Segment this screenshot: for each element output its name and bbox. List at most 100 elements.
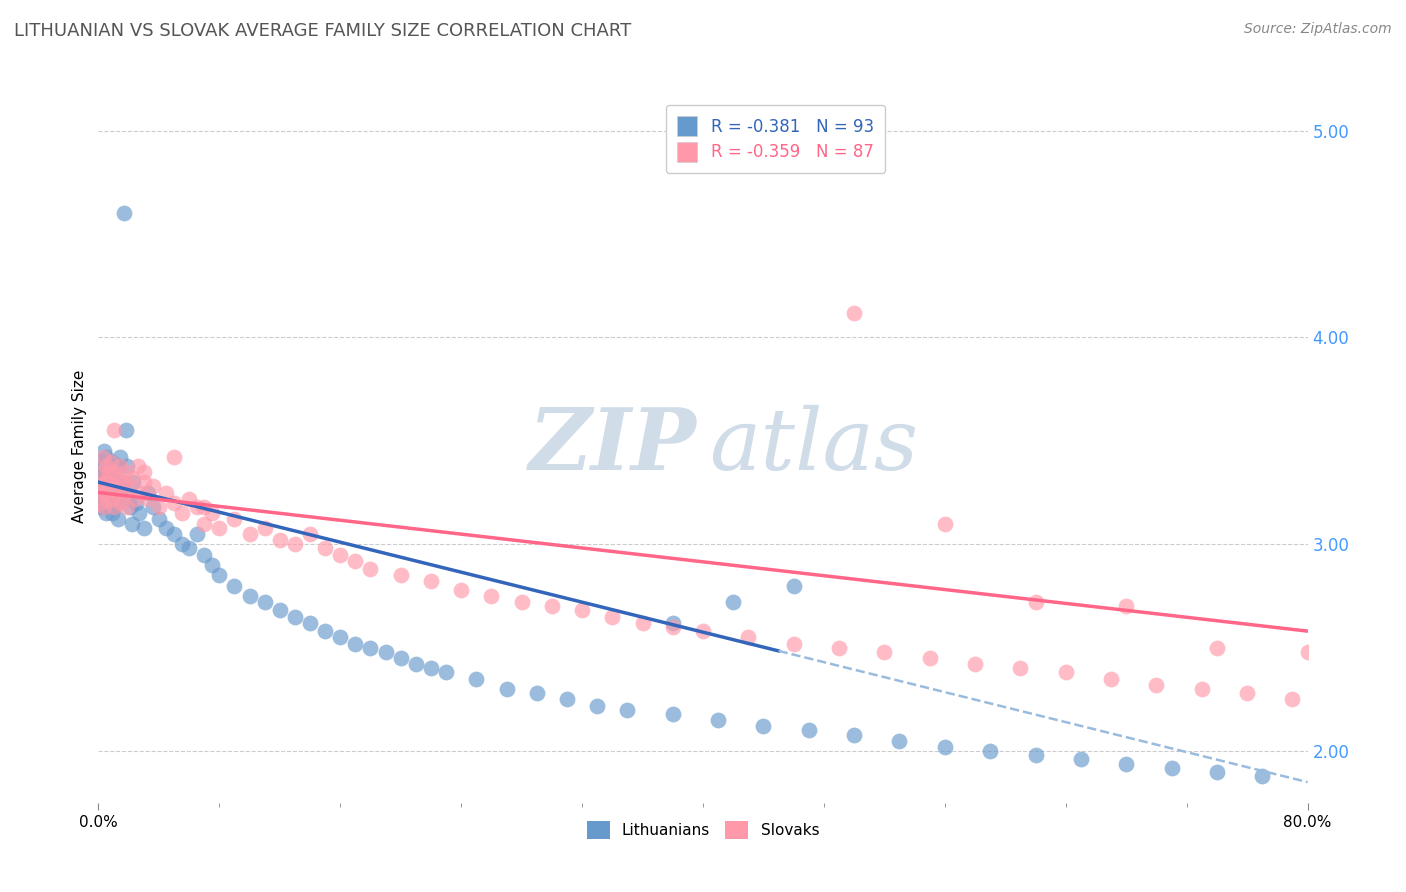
Point — [91, 485, 114, 500]
Point — [94, 450, 117, 465]
Point — [148, 512, 170, 526]
Point — [737, 630, 759, 644]
Point — [103, 465, 125, 479]
Point — [118, 479, 141, 493]
Point — [132, 521, 155, 535]
Point — [1024, 748, 1046, 763]
Point — [239, 527, 262, 541]
Point — [90, 465, 112, 479]
Point — [121, 516, 143, 531]
Point — [155, 485, 177, 500]
Point — [450, 582, 472, 597]
Point — [93, 500, 115, 514]
Point — [100, 454, 122, 468]
Point — [104, 485, 127, 500]
Point — [170, 537, 193, 551]
Point — [107, 458, 129, 473]
Point — [465, 672, 488, 686]
Point — [105, 475, 128, 490]
Point — [495, 681, 517, 696]
Point — [108, 450, 131, 465]
Point — [112, 485, 135, 500]
Point — [90, 475, 112, 490]
Point — [193, 548, 215, 562]
Point — [103, 500, 125, 514]
Point — [389, 568, 412, 582]
Point — [193, 500, 215, 514]
Point — [1099, 672, 1122, 686]
Point — [389, 651, 412, 665]
Point — [253, 521, 276, 535]
Point — [934, 739, 956, 754]
Point — [1115, 756, 1137, 771]
Point — [96, 475, 118, 490]
Point — [329, 548, 352, 562]
Point — [100, 479, 122, 493]
Point — [118, 491, 141, 506]
Point — [124, 491, 146, 506]
Point — [103, 479, 125, 493]
Point — [1206, 640, 1229, 655]
Point — [269, 603, 291, 617]
Point — [122, 475, 145, 490]
Point — [105, 471, 128, 485]
Point — [1054, 665, 1077, 680]
Point — [155, 521, 177, 535]
Point — [1206, 764, 1229, 779]
Point — [129, 485, 152, 500]
Point — [121, 471, 143, 485]
Point — [299, 615, 322, 630]
Point — [89, 485, 111, 500]
Point — [104, 465, 127, 479]
Point — [1160, 761, 1182, 775]
Point — [170, 506, 193, 520]
Point — [101, 454, 124, 468]
Point — [89, 471, 111, 485]
Point — [360, 640, 382, 655]
Y-axis label: Average Family Size: Average Family Size — [72, 369, 87, 523]
Point — [115, 458, 138, 473]
Point — [107, 512, 129, 526]
Point — [783, 636, 806, 650]
Point — [96, 465, 118, 479]
Point — [934, 516, 956, 531]
Point — [179, 541, 201, 556]
Point — [1144, 678, 1167, 692]
Point — [94, 485, 117, 500]
Point — [360, 562, 382, 576]
Point — [179, 491, 201, 506]
Point — [224, 512, 246, 526]
Point — [98, 479, 121, 493]
Point — [90, 496, 112, 510]
Point — [111, 475, 134, 490]
Point — [783, 579, 806, 593]
Point — [1070, 752, 1092, 766]
Point — [103, 500, 125, 514]
Point — [201, 558, 224, 572]
Point — [661, 706, 683, 721]
Point — [344, 554, 367, 568]
Point — [142, 500, 165, 514]
Point — [142, 479, 165, 493]
Text: ZIP: ZIP — [529, 404, 697, 488]
Point — [526, 686, 548, 700]
Point — [374, 645, 396, 659]
Point — [94, 506, 117, 520]
Point — [91, 450, 114, 465]
Point — [965, 657, 987, 672]
Point — [114, 424, 136, 438]
Point — [93, 475, 115, 490]
Point — [1191, 681, 1213, 696]
Point — [125, 496, 148, 510]
Point — [89, 479, 111, 493]
Text: atlas: atlas — [709, 405, 918, 487]
Point — [98, 458, 121, 473]
Point — [91, 465, 114, 479]
Point — [239, 589, 262, 603]
Point — [314, 541, 336, 556]
Point — [873, 645, 896, 659]
Point — [120, 500, 142, 514]
Point — [108, 485, 131, 500]
Point — [96, 491, 118, 506]
Point — [510, 595, 533, 609]
